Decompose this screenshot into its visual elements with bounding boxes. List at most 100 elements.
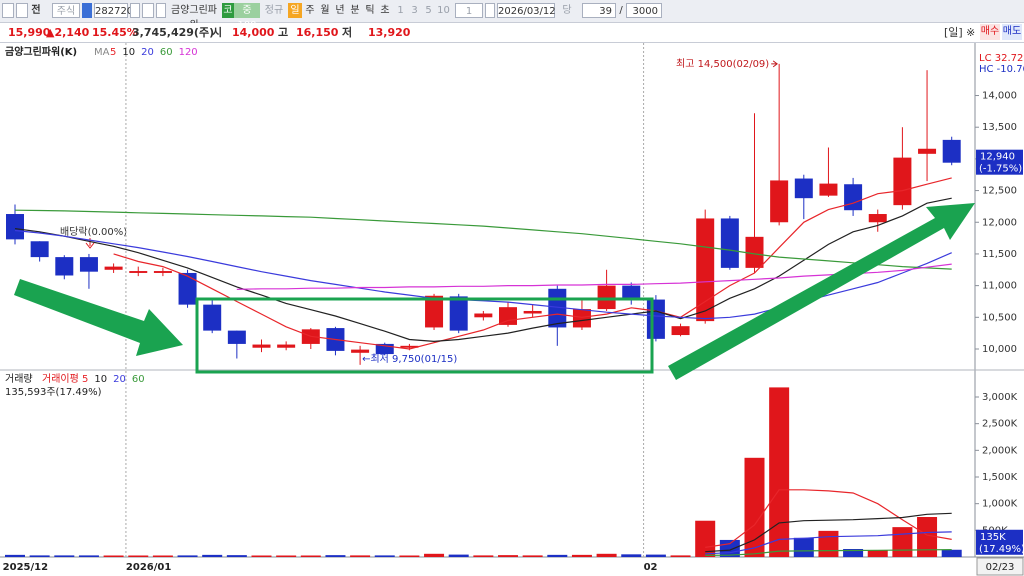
volume-bar bbox=[843, 549, 864, 557]
volume-bar bbox=[695, 520, 716, 557]
legend-label: MA bbox=[94, 47, 110, 58]
candle-body bbox=[918, 148, 937, 154]
toolbar: 전 주식 282720 금양그린파워 코 중100 정규 일 주 월 년 분 틱… bbox=[0, 0, 1024, 31]
candle-body bbox=[129, 271, 148, 273]
period[interactable]: 초 bbox=[380, 5, 390, 16]
volume-bar bbox=[374, 555, 395, 557]
total-input[interactable]: 3000 bbox=[626, 3, 662, 18]
hc-label: HC -10.76% bbox=[979, 64, 1024, 75]
y-tick-label: 1,000K bbox=[982, 499, 1018, 510]
legend-entry: 20 bbox=[113, 374, 126, 385]
candle-body bbox=[30, 241, 49, 258]
candle-body bbox=[400, 345, 419, 348]
volume-bar bbox=[152, 555, 173, 557]
period[interactable]: 틱 bbox=[365, 5, 375, 16]
candle-body bbox=[819, 183, 838, 196]
last-volume-box bbox=[976, 529, 1023, 555]
dropdown[interactable] bbox=[130, 3, 140, 18]
period[interactable]: 년 bbox=[335, 5, 345, 16]
y-tick-label: 10,500 bbox=[982, 312, 1017, 323]
badge: 코 bbox=[222, 3, 234, 18]
candle-body bbox=[745, 236, 764, 268]
candle-body bbox=[227, 330, 246, 344]
last-price-box bbox=[976, 149, 1023, 175]
candle-body bbox=[474, 313, 493, 318]
interval[interactable]: 10 bbox=[437, 5, 450, 16]
period[interactable]: 월 bbox=[320, 5, 330, 16]
volume-bar bbox=[818, 530, 839, 557]
volume-bar bbox=[547, 554, 568, 557]
volume-bar bbox=[226, 555, 247, 557]
volume-bar bbox=[350, 555, 371, 557]
high: 16,150 bbox=[296, 26, 339, 39]
last-volume: 135K bbox=[980, 532, 1006, 543]
y-tick-label: 12,000 bbox=[982, 217, 1017, 228]
icon[interactable] bbox=[82, 3, 92, 18]
separator: / bbox=[619, 5, 623, 16]
stock-name: 금양그린파워 bbox=[171, 5, 217, 31]
volume-bar bbox=[399, 555, 420, 557]
period[interactable]: 일 bbox=[288, 3, 302, 18]
search-icon[interactable] bbox=[142, 3, 154, 18]
candle-body bbox=[696, 218, 715, 322]
sell-button[interactable]: 매도 bbox=[1002, 24, 1022, 40]
last-change: (-1.75%) bbox=[979, 164, 1022, 175]
code-input[interactable]: 282720 bbox=[94, 3, 133, 18]
candle-body bbox=[770, 180, 789, 223]
legend-entry: 5 bbox=[110, 47, 116, 58]
chart-title: 금양그린파워(K) bbox=[5, 45, 77, 58]
volume-bar bbox=[325, 555, 346, 557]
ma-line bbox=[14, 209, 952, 270]
candle-body bbox=[375, 343, 394, 355]
y-tick-label: 3,000K bbox=[982, 392, 1018, 403]
session[interactable]: 정규 bbox=[264, 5, 284, 16]
icon[interactable] bbox=[156, 3, 166, 18]
x-end-label: 02/23 bbox=[986, 562, 1015, 573]
volume-bar bbox=[867, 550, 888, 557]
annotation: 최고 14,500(02/09) bbox=[676, 58, 769, 70]
interval-input[interactable]: 1 bbox=[455, 3, 483, 18]
volume-bar bbox=[202, 554, 223, 557]
open: 14,000 bbox=[232, 26, 275, 39]
interval[interactable]: 1 bbox=[397, 5, 404, 16]
count-input[interactable]: 39 bbox=[582, 3, 616, 18]
last-price: 12,940 bbox=[980, 152, 1015, 163]
candle-body bbox=[178, 272, 197, 305]
annotation-arrow bbox=[771, 60, 778, 68]
legend-entry: 60 bbox=[160, 47, 173, 58]
low-label: 저 bbox=[342, 26, 353, 39]
overlay bbox=[14, 203, 975, 380]
volume-bar bbox=[941, 549, 962, 557]
volume-bar bbox=[276, 555, 297, 557]
volume-info: 135,593주(17.49%) bbox=[5, 387, 102, 398]
volume-bar bbox=[177, 555, 198, 557]
x-tick-label: 2025/12 bbox=[3, 562, 48, 573]
interval[interactable]: 3 bbox=[411, 5, 418, 16]
period[interactable]: 분 bbox=[350, 5, 360, 16]
icon[interactable] bbox=[2, 3, 14, 18]
candle-body bbox=[868, 214, 887, 223]
dropdown[interactable] bbox=[485, 3, 495, 18]
buy-button[interactable]: 매수 bbox=[980, 24, 1000, 40]
legend-entry: 10 bbox=[122, 47, 135, 58]
period[interactable]: 주 bbox=[305, 5, 315, 16]
candle-body bbox=[572, 309, 591, 328]
volume-bar bbox=[78, 555, 99, 557]
volume-bar bbox=[424, 553, 445, 557]
y-tick-label: 12,500 bbox=[982, 186, 1017, 197]
volume: 3,745,429(주) bbox=[132, 26, 215, 39]
legend-label: 거래이평 bbox=[42, 373, 79, 385]
date-input[interactable]: 2026/03/12 bbox=[497, 3, 556, 18]
star[interactable]: ※ bbox=[966, 26, 976, 39]
volume-bar bbox=[251, 555, 272, 557]
volume-bar bbox=[300, 555, 321, 557]
interval[interactable]: 5 bbox=[425, 5, 432, 16]
quote-bar: 15,990 ▲2,140 15.45% 3,745,429(주) 시 14,0… bbox=[0, 23, 1024, 43]
icon[interactable] bbox=[16, 3, 28, 18]
lc-label: LC 32.72% bbox=[979, 53, 1024, 64]
market[interactable]: 주식 bbox=[52, 3, 80, 18]
tab[interactable]: 전 bbox=[31, 5, 41, 16]
x-end-box bbox=[976, 557, 1024, 576]
volume-bar bbox=[54, 555, 75, 557]
y-tick-label: 1,500K bbox=[982, 472, 1018, 483]
